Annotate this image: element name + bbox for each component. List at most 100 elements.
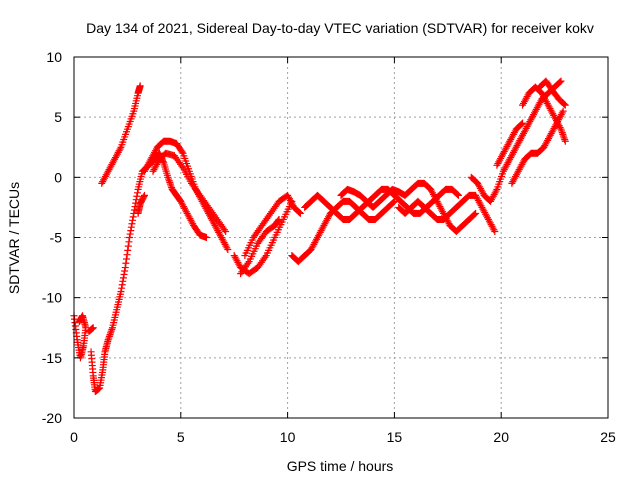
data-point-marker [127,223,135,231]
data-point-marker [129,216,137,224]
data-point-marker [558,109,566,117]
data-point-marker [472,209,480,217]
data-point-marker [454,191,462,199]
y-tick-label: -20 [42,410,62,426]
data-point-marker [558,127,566,135]
data-point-marker [492,187,500,195]
data-point-marker [106,331,114,339]
series-arc-a [70,312,90,362]
data-point-marker [274,216,282,224]
data-point-marker [559,107,567,115]
series-arc-p [493,119,527,169]
data-point-marker [116,145,124,153]
chart-title: Day 134 of 2021, Sidereal Day-to-day VTE… [86,20,594,36]
data-point-marker [125,238,133,246]
data-point-marker [165,175,173,183]
data-point-marker [124,246,132,254]
data-point-marker [118,281,126,289]
data-point-marker [130,206,138,214]
data-point-marker [223,244,231,252]
data-point-marker [222,227,230,235]
data-point-marker [126,230,134,238]
data-point-marker [166,180,174,188]
series-arc-r [536,77,569,109]
series-arc-g [85,324,97,335]
series-arc-f [134,191,148,217]
data-point-marker [244,259,252,267]
data-point-marker [120,270,128,278]
series-arc-d [140,137,232,254]
data-point-marker [126,234,134,241]
data-point-marker [261,253,269,261]
data-point-marker [454,191,462,199]
x-tick-label: 0 [70,429,78,445]
series-arc-c [98,82,144,187]
data-point-marker [107,329,115,337]
data-point-marker [471,210,479,218]
y-tick-label: -5 [50,230,63,246]
data-point-marker [557,77,565,85]
data-point-marker [105,332,113,340]
x-tick-label: 25 [600,429,616,445]
data-point-marker [165,177,173,185]
data-point-marker [560,100,568,108]
data-point-marker [122,259,130,267]
data-point-marker [491,227,499,235]
data-point-marker [557,125,565,133]
data-point-marker [123,251,131,259]
x-tick-label: 15 [387,429,403,445]
axis-ticks: 0 5 10 15 20 25 -20 -15 -10 -5 0 5 10 [42,49,616,445]
series-arc-e [149,149,230,235]
data-point-marker [118,284,126,292]
data-point-marker [490,226,498,234]
data-point-marker [75,318,83,326]
data-point-marker [561,101,569,109]
series-arc-b [87,149,210,396]
data-point-marker [105,334,113,342]
series-arc-j [230,197,296,278]
data-point-marker [133,192,141,200]
data-point-marker [389,198,397,206]
series-arc-o [467,77,565,205]
y-tick-label: 10 [46,49,62,65]
data-point-marker [166,178,174,186]
data-point-marker [559,130,567,138]
data-point-marker [560,134,568,142]
data-point-marker [556,123,564,131]
series-arc-n [395,191,499,235]
data-point-marker [561,136,569,144]
y-axis-label: SDTVAR / TECUs [6,182,22,294]
data-point-marker [296,209,304,217]
data-point-marker [178,162,186,170]
data-point-marker [136,82,144,90]
data-point-marker [140,191,148,199]
series-arc-m [337,179,480,235]
data-point-marker [164,173,172,181]
data-point-marker [89,324,97,332]
data-point-marker [140,193,148,201]
data-point-marker [108,325,116,333]
data-point-marker [119,277,127,285]
data-point-marker [107,327,115,335]
data-point-marker [128,220,136,228]
data-point-marker [122,255,130,263]
data-point-marker [167,182,175,190]
y-tick-label: 0 [54,169,62,185]
series-arc-q [508,107,567,187]
data-point-marker [129,213,137,221]
y-tick-label: 5 [54,109,62,125]
data-point-marker [274,217,282,225]
data-point-marker [558,129,566,137]
data-points [70,77,569,396]
data-point-marker [117,288,125,296]
x-tick-label: 10 [280,429,296,445]
data-point-marker [104,336,112,344]
data-point-marker [559,132,567,140]
data-point-marker [124,242,132,250]
data-point-marker [220,226,228,234]
data-point-marker [561,137,569,145]
data-point-marker [121,267,129,275]
series-arc-h [237,215,283,278]
data-point-marker [288,197,296,205]
